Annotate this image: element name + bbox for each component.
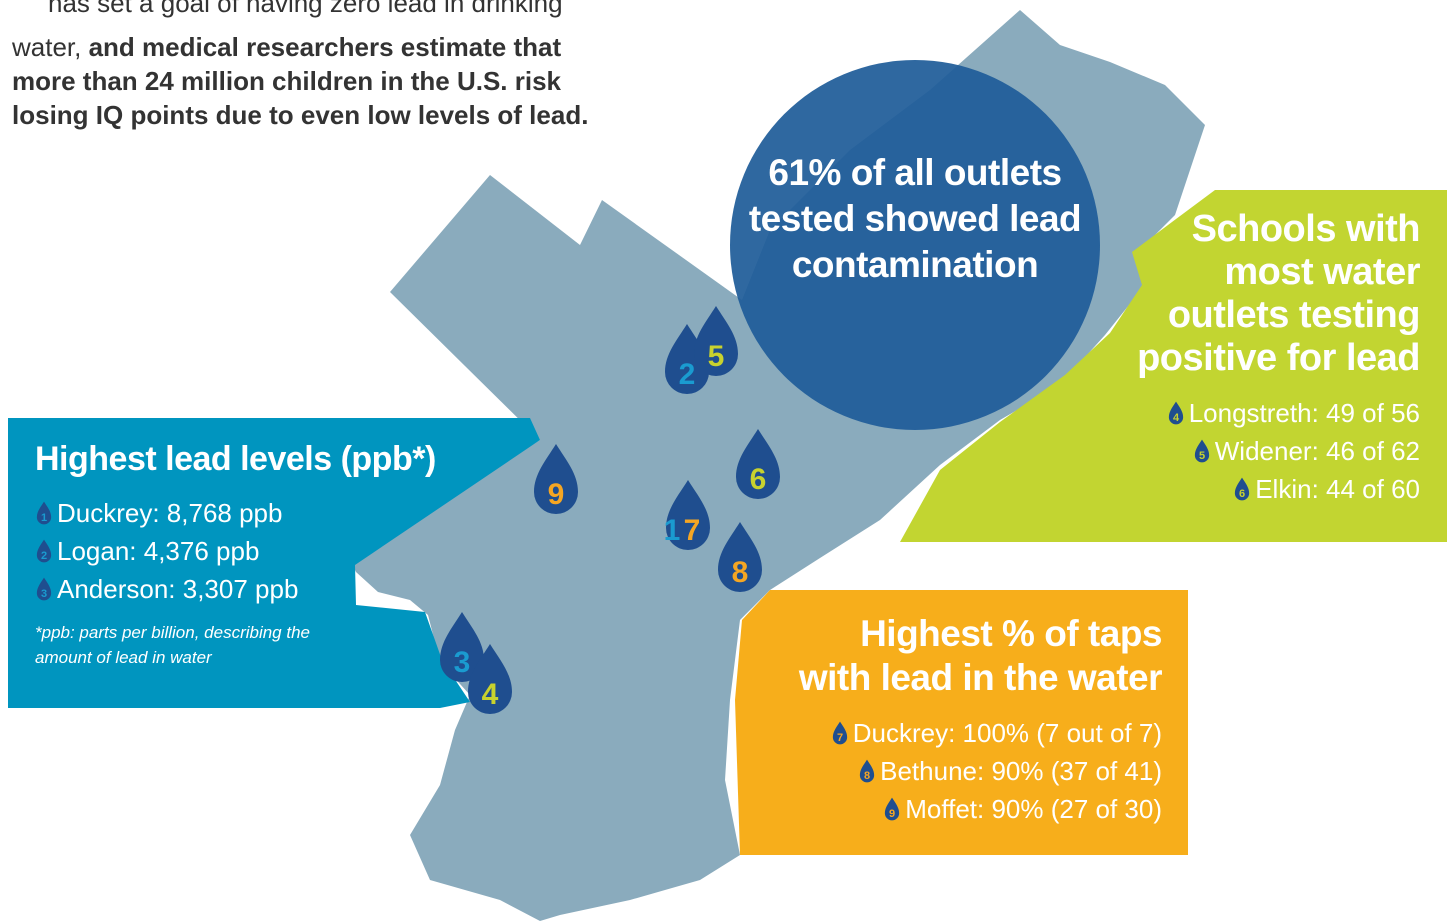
list-item: 3 Anderson: 3,307 ppb	[35, 570, 436, 608]
title-line: Schools with	[1191, 208, 1421, 250]
panel-title: Highest % of taps with lead in the water	[798, 612, 1163, 700]
item-icon: 7	[832, 721, 847, 745]
map-drop	[666, 480, 710, 550]
item-icon: 1	[36, 501, 52, 525]
callout-circle	[730, 60, 1100, 430]
drop	[1168, 401, 1183, 425]
list-item: 9 Moffet: 90% (27 of 30)	[799, 790, 1162, 828]
panel-title: Schools with most water outlets testing pos…	[1137, 208, 1420, 380]
map-marker-number: 6	[750, 463, 767, 496]
panel-title: Highest lead levels (ppb*)	[35, 438, 436, 480]
drop	[1194, 439, 1209, 463]
marker-layer: 25 9 6 1 78 34	[440, 306, 780, 714]
list-item: 2 Logan: 4,376 ppb	[35, 532, 436, 570]
drop	[1235, 477, 1250, 501]
note-line: amount of lead in water	[35, 648, 212, 667]
callout-line: tested showed lead	[748, 198, 1082, 239]
item-icon: 4	[1168, 401, 1183, 425]
list-item: 7 Duckrey: 100% (7 out of 7)	[799, 714, 1162, 752]
map-marker-number: 2	[679, 358, 696, 391]
map-marker-number: 7	[684, 514, 701, 547]
map-marker-number: 1	[664, 514, 681, 547]
intro-line: water, and medical researchers estimate …	[12, 32, 561, 63]
drop	[859, 759, 875, 783]
callout-line: contamination	[791, 244, 1039, 285]
item-icon: 8	[859, 759, 875, 783]
map-marker-number: 5	[708, 340, 725, 373]
title-line: Highest lead levels (ppb*)	[35, 440, 436, 478]
panel: Schools with most water outlets testing pos…	[1137, 208, 1420, 508]
map-marker-number: 4	[482, 678, 499, 711]
item-number: 7	[837, 732, 843, 744]
item-text: Widener: 46 of 62	[1214, 435, 1420, 466]
title-line: most water	[1224, 251, 1420, 293]
item-text: Longstreth: 49 of 56	[1188, 397, 1420, 428]
title-line: with lead in the water	[798, 657, 1163, 698]
map-marker-number: 9	[548, 478, 565, 511]
item-icon: 9	[885, 797, 900, 821]
item-icon: 2	[36, 539, 52, 563]
item-icon: 3	[36, 577, 52, 601]
list-item: 4 Longstreth: 49 of 56	[1137, 394, 1420, 432]
map-marker-number: 3	[454, 646, 471, 679]
panel: Highest % of taps with lead in the water 7…	[798, 612, 1163, 828]
panel: Highest lead levels (ppb*) 1 Duckrey: 8,76…	[35, 438, 436, 670]
item-number: 9	[889, 808, 895, 820]
item-icon: 5	[1194, 439, 1209, 463]
orange-panel	[735, 590, 1188, 855]
map-drop	[736, 429, 780, 499]
item-icon: 6	[1235, 477, 1250, 501]
map-drop	[718, 522, 762, 592]
callout-text: 61% of all outlets tested showed lead cont…	[715, 150, 1115, 288]
list-item: 6 Elkin: 44 of 60	[1137, 470, 1420, 508]
list-item: 1 Duckrey: 8,768 ppb	[35, 494, 436, 532]
intro-line: more than 24 million children in the U.S…	[12, 66, 562, 96]
intro-text: water,	[12, 32, 89, 62]
item-number: 6	[1239, 488, 1245, 500]
map-drop	[440, 612, 484, 682]
title-line: outlets testing	[1167, 294, 1421, 336]
item-text: Moffet: 90% (27 of 30)	[905, 793, 1162, 824]
footnote: *ppb: parts per billion, describing the a…	[35, 620, 436, 670]
blue-panel	[8, 418, 540, 708]
item-text: Elkin: 44 of 60	[1255, 473, 1420, 504]
map-drop	[534, 444, 578, 514]
intro-line: has set a goal of having zero lead in dr…	[48, 0, 563, 18]
item-text: Bethune: 90% (37 of 41)	[880, 755, 1162, 786]
item-number: 4	[1173, 412, 1180, 424]
callout-line: 61% of all outlets	[768, 152, 1062, 193]
item-number: 1	[41, 512, 47, 524]
intro-line: losing IQ points due to even low levels …	[12, 100, 589, 130]
title-line: Highest % of taps	[860, 613, 1162, 654]
map-marker-number: 8	[732, 556, 749, 589]
drop	[36, 539, 52, 563]
item-number: 2	[41, 550, 47, 562]
drop	[36, 577, 52, 601]
item-text: Logan: 4,376 ppb	[57, 535, 260, 566]
list-item: 5 Widener: 46 of 62	[1137, 432, 1420, 470]
item-number: 8	[864, 770, 870, 782]
item-number: 5	[1199, 450, 1205, 462]
drop	[885, 797, 900, 821]
note-line: *ppb: parts per billion, describing the	[35, 623, 310, 642]
drop	[832, 721, 847, 745]
item-text: Duckrey: 100% (7 out of 7)	[852, 717, 1162, 748]
list-item: 8 Bethune: 90% (37 of 41)	[799, 752, 1162, 790]
intro-bold: and medical researchers estimate that	[88, 32, 562, 62]
green-panel	[900, 190, 1447, 542]
item-text: Duckrey: 8,768 ppb	[57, 497, 283, 528]
item-text: Anderson: 3,307 ppb	[57, 573, 299, 604]
title-line: positive for lead	[1137, 337, 1420, 379]
drop	[36, 501, 52, 525]
map-drop	[468, 644, 512, 714]
map-drop	[694, 306, 738, 376]
item-number: 3	[41, 588, 47, 600]
